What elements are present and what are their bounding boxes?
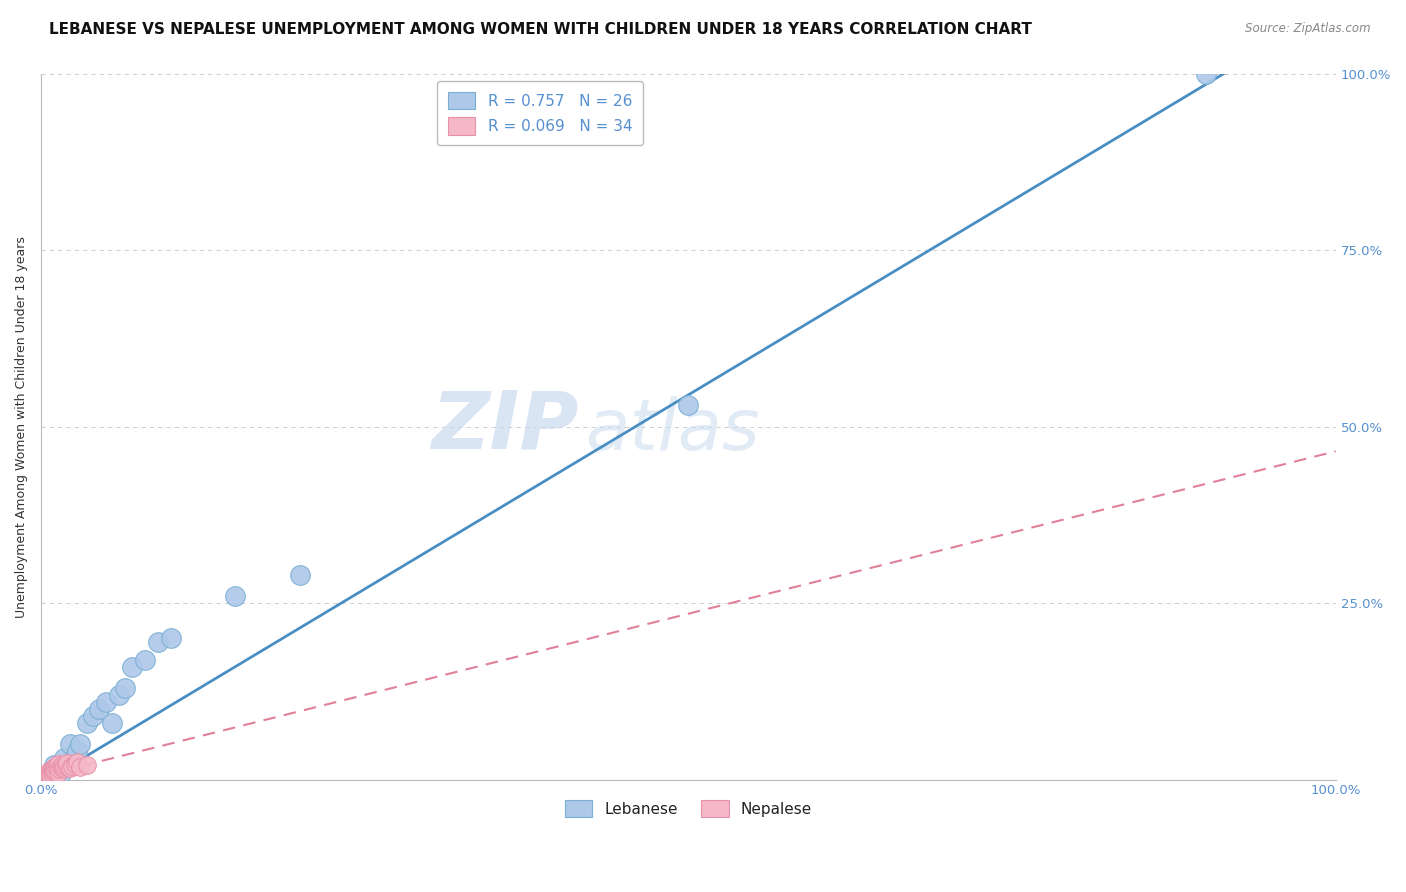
Point <box>32 770 55 784</box>
Point <box>146 635 169 649</box>
Point <box>69 737 91 751</box>
Point <box>55 757 77 772</box>
Point <box>44 761 66 775</box>
Point <box>48 762 70 776</box>
Point <box>114 681 136 695</box>
Point <box>53 759 76 773</box>
Point <box>44 764 66 779</box>
Point <box>108 688 131 702</box>
Point <box>52 761 75 775</box>
Point <box>76 758 98 772</box>
Point <box>288 567 311 582</box>
Point <box>37 769 59 783</box>
Point <box>60 759 83 773</box>
Point <box>224 589 246 603</box>
Point <box>46 765 69 780</box>
Point <box>38 767 60 781</box>
Point <box>1195 66 1218 80</box>
Point <box>56 758 79 772</box>
Y-axis label: Unemployment Among Women with Children Under 18 years: Unemployment Among Women with Children U… <box>15 235 28 617</box>
Point <box>44 760 66 774</box>
Point <box>39 765 62 780</box>
Point <box>37 769 59 783</box>
Point <box>94 695 117 709</box>
Point <box>45 765 67 780</box>
Point <box>678 398 700 412</box>
Point <box>35 771 58 785</box>
Point <box>56 756 79 770</box>
Point <box>76 716 98 731</box>
Point <box>134 652 156 666</box>
Point <box>41 762 63 776</box>
Text: ZIP: ZIP <box>432 387 578 466</box>
Point <box>45 758 67 772</box>
Point <box>49 760 72 774</box>
Point <box>53 751 76 765</box>
Point <box>63 757 86 772</box>
Point <box>39 768 62 782</box>
Point <box>121 659 143 673</box>
Point <box>62 751 84 765</box>
Point <box>89 702 111 716</box>
Text: LEBANESE VS NEPALESE UNEMPLOYMENT AMONG WOMEN WITH CHILDREN UNDER 18 YEARS CORRE: LEBANESE VS NEPALESE UNEMPLOYMENT AMONG … <box>49 22 1032 37</box>
Point <box>42 767 65 781</box>
Point <box>44 758 66 772</box>
Point <box>34 768 56 782</box>
Text: Source: ZipAtlas.com: Source: ZipAtlas.com <box>1246 22 1371 36</box>
Point <box>37 767 59 781</box>
Point <box>59 737 82 751</box>
Text: atlas: atlas <box>585 395 759 465</box>
Point <box>159 632 181 646</box>
Point <box>44 764 66 778</box>
Point <box>46 757 69 772</box>
Point <box>51 758 73 772</box>
Point <box>45 763 67 777</box>
Point <box>41 766 63 780</box>
Point <box>49 765 72 780</box>
Point <box>101 716 124 731</box>
Point <box>59 761 82 775</box>
Point <box>38 764 60 778</box>
Point <box>42 764 65 778</box>
Point <box>66 755 89 769</box>
Legend: Lebanese, Nepalese: Lebanese, Nepalese <box>557 792 820 825</box>
Point <box>82 709 104 723</box>
Point <box>39 765 62 780</box>
Point <box>69 760 91 774</box>
Point <box>66 744 89 758</box>
